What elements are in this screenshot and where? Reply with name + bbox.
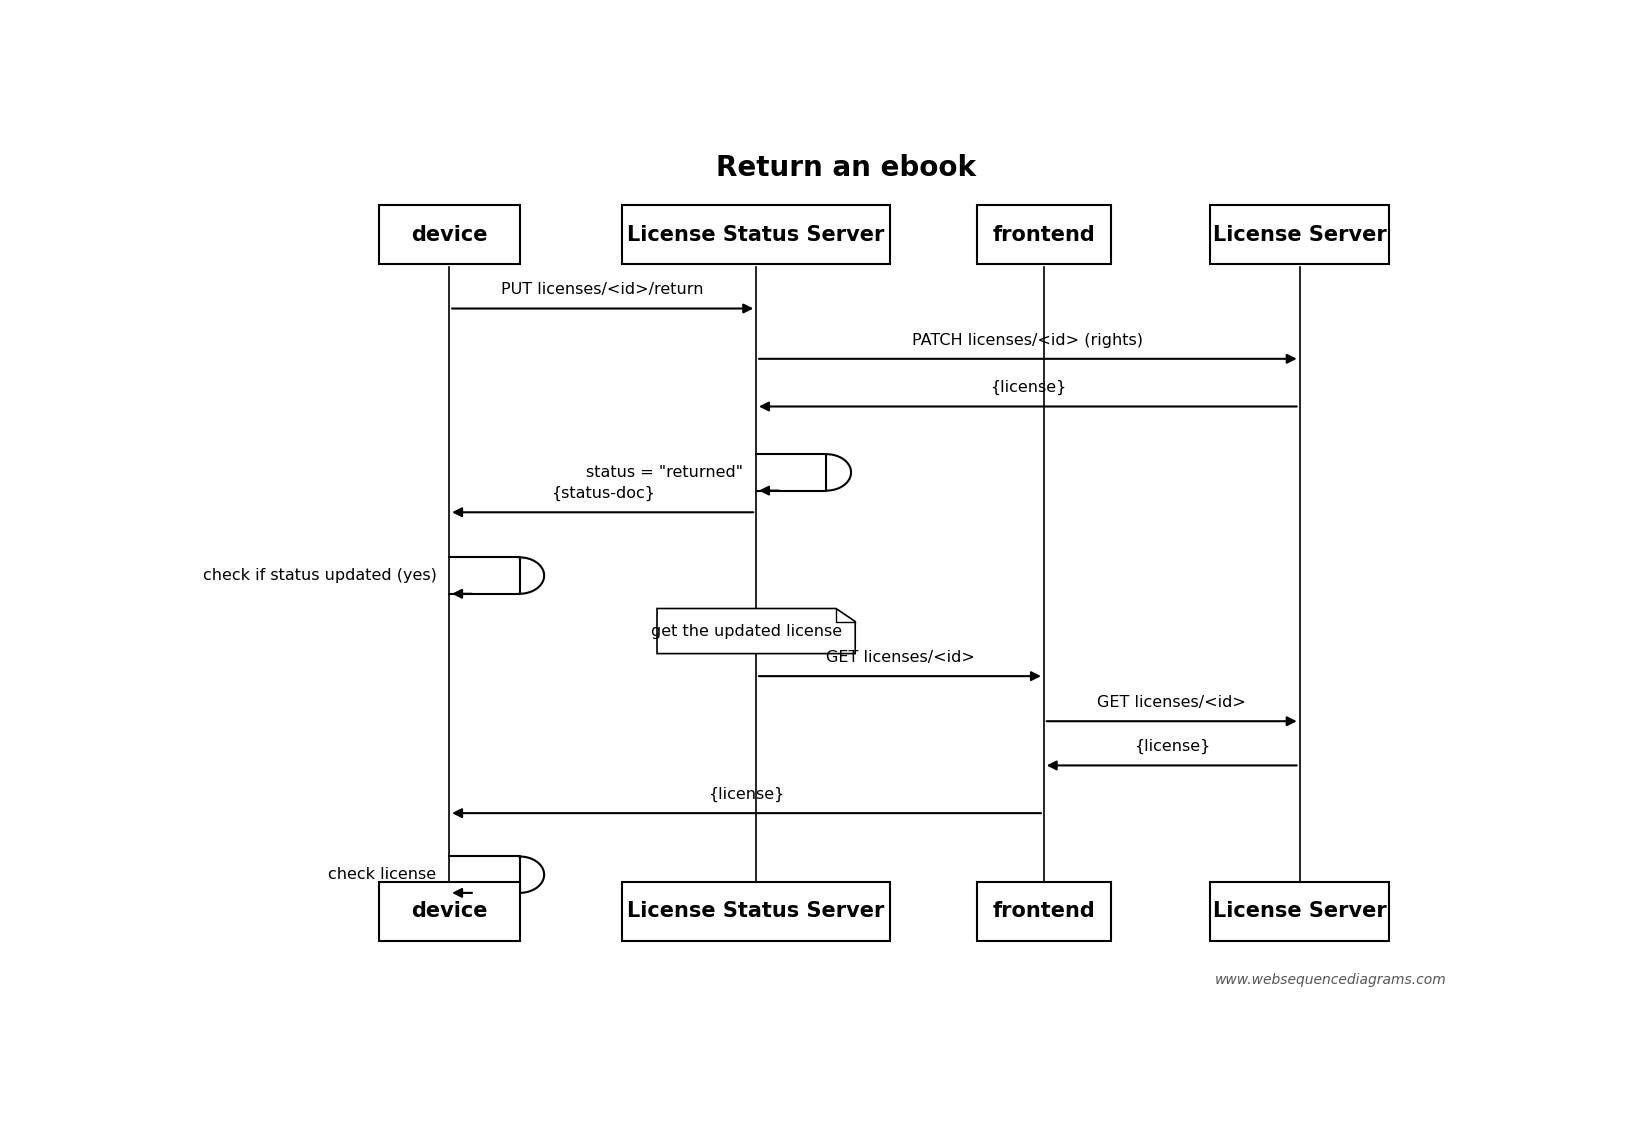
Polygon shape — [657, 608, 855, 653]
Text: frontend: frontend — [992, 225, 1096, 244]
FancyBboxPatch shape — [1209, 882, 1389, 940]
Text: Return an ebook: Return an ebook — [716, 154, 975, 182]
Text: www.websequencediagrams.com: www.websequencediagrams.com — [1214, 973, 1447, 986]
Text: device: device — [411, 901, 487, 921]
Text: status = "returned": status = "returned" — [586, 465, 742, 480]
FancyBboxPatch shape — [977, 882, 1110, 940]
Text: {license}: {license} — [1134, 739, 1209, 754]
Text: device: device — [411, 225, 487, 244]
FancyBboxPatch shape — [380, 882, 520, 940]
Text: get the updated license: get the updated license — [652, 624, 842, 638]
Text: GET licenses/<id>: GET licenses/<id> — [825, 650, 975, 664]
Text: License Server: License Server — [1213, 225, 1386, 244]
Text: License Server: License Server — [1213, 901, 1386, 921]
Text: PATCH licenses/<id> (rights): PATCH licenses/<id> (rights) — [912, 332, 1143, 348]
Text: {license}: {license} — [990, 379, 1066, 395]
Text: License Status Server: License Status Server — [627, 901, 884, 921]
Text: License Status Server: License Status Server — [627, 225, 884, 244]
Text: {status-doc}: {status-doc} — [551, 485, 655, 501]
Text: GET licenses/<id>: GET licenses/<id> — [1097, 695, 1246, 711]
Text: PUT licenses/<id>/return: PUT licenses/<id>/return — [502, 283, 705, 297]
Text: frontend: frontend — [992, 901, 1096, 921]
Text: check license: check license — [328, 867, 436, 882]
FancyBboxPatch shape — [380, 205, 520, 265]
FancyBboxPatch shape — [977, 205, 1110, 265]
Text: {license}: {license} — [708, 787, 785, 802]
Text: check if status updated (yes): check if status updated (yes) — [203, 568, 436, 583]
FancyBboxPatch shape — [622, 205, 891, 265]
FancyBboxPatch shape — [1209, 205, 1389, 265]
FancyBboxPatch shape — [622, 882, 891, 940]
